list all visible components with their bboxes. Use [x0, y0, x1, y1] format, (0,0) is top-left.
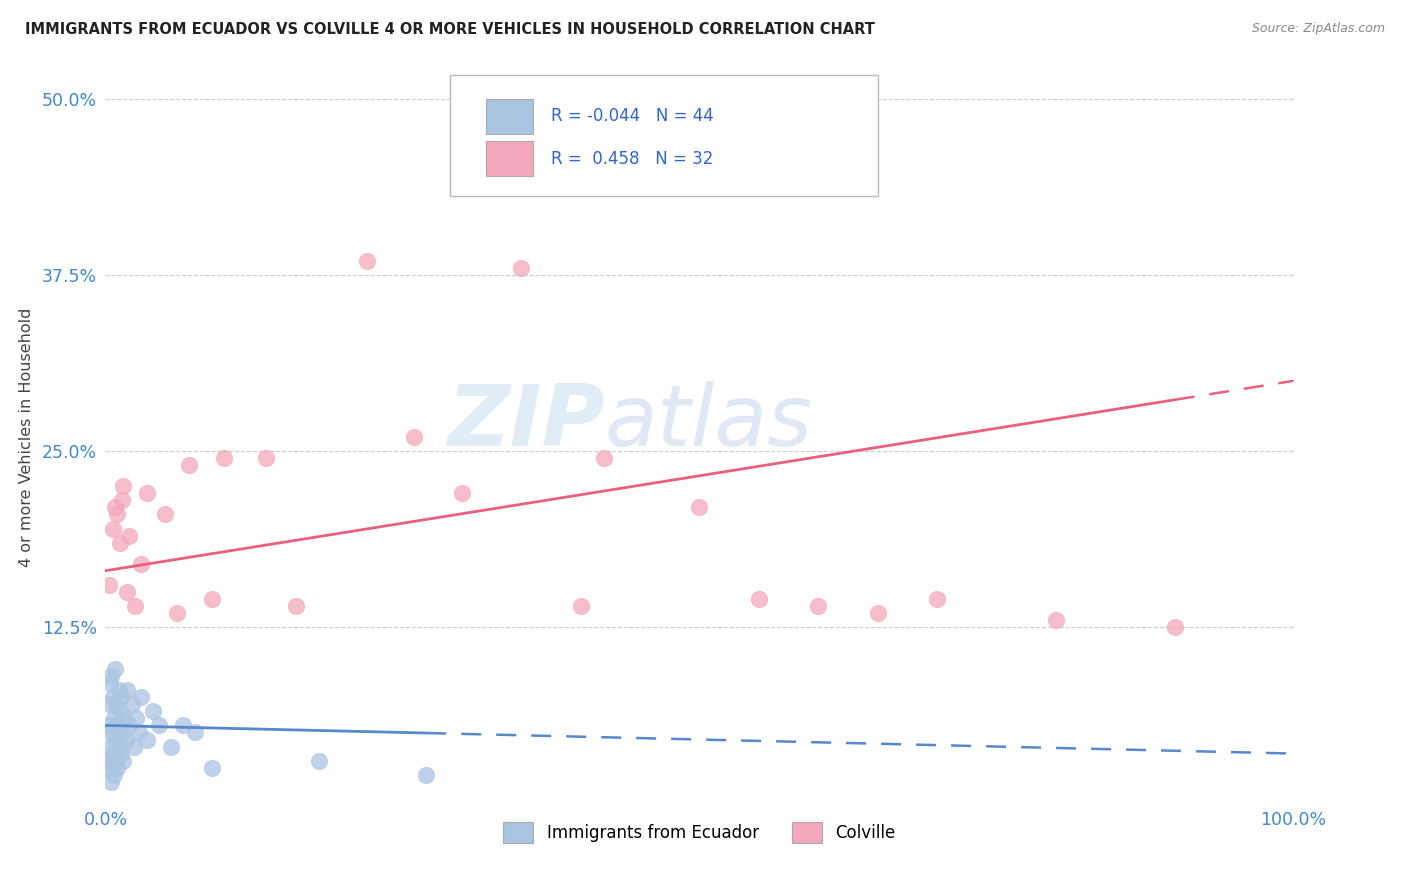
- Text: Source: ZipAtlas.com: Source: ZipAtlas.com: [1251, 22, 1385, 36]
- Point: [101, 690, 124, 705]
- Point: [308, 754, 330, 768]
- Point: [689, 500, 711, 515]
- Point: [103, 767, 125, 781]
- Point: [142, 705, 165, 719]
- Point: [118, 718, 141, 732]
- Text: R = -0.044   N = 44: R = -0.044 N = 44: [551, 107, 714, 125]
- Point: [118, 528, 141, 542]
- Point: [129, 557, 152, 571]
- Point: [128, 725, 150, 739]
- Point: [105, 698, 128, 712]
- Point: [103, 711, 125, 725]
- Point: [104, 662, 127, 676]
- FancyBboxPatch shape: [450, 75, 877, 195]
- Point: [105, 754, 128, 768]
- Point: [201, 591, 224, 606]
- Point: [98, 739, 121, 754]
- Point: [153, 508, 176, 522]
- Point: [807, 599, 830, 613]
- Point: [356, 254, 378, 268]
- Point: [101, 747, 124, 761]
- Point: [108, 705, 131, 719]
- Point: [450, 486, 472, 500]
- Bar: [485, 99, 533, 134]
- Point: [108, 535, 131, 549]
- Point: [112, 754, 135, 768]
- Point: [124, 599, 146, 613]
- Point: [415, 767, 437, 781]
- Point: [100, 725, 122, 739]
- Point: [214, 451, 236, 466]
- Point: [201, 761, 224, 775]
- Point: [110, 690, 132, 705]
- Point: [121, 698, 143, 712]
- Point: [569, 599, 592, 613]
- Point: [254, 451, 277, 466]
- Point: [925, 591, 948, 606]
- Point: [100, 669, 122, 683]
- Point: [114, 732, 136, 747]
- Point: [112, 479, 135, 493]
- Point: [593, 451, 616, 466]
- Point: [104, 732, 127, 747]
- Point: [159, 739, 181, 754]
- Point: [125, 711, 148, 725]
- Text: atlas: atlas: [605, 381, 813, 464]
- Point: [114, 711, 136, 725]
- Point: [96, 754, 118, 768]
- Point: [111, 725, 134, 739]
- Point: [1045, 613, 1067, 627]
- Point: [866, 606, 889, 620]
- Point: [97, 718, 120, 732]
- Point: [98, 698, 121, 712]
- Point: [136, 486, 159, 500]
- Point: [101, 521, 124, 535]
- Text: R =  0.458   N = 32: R = 0.458 N = 32: [551, 150, 713, 168]
- Point: [98, 761, 121, 775]
- Point: [110, 747, 132, 761]
- Point: [166, 606, 188, 620]
- Bar: [485, 141, 533, 177]
- Point: [136, 732, 159, 747]
- Point: [100, 774, 122, 789]
- Point: [98, 578, 121, 592]
- Point: [111, 493, 134, 508]
- Point: [1164, 620, 1187, 634]
- Point: [115, 683, 138, 698]
- Text: IMMIGRANTS FROM ECUADOR VS COLVILLE 4 OR MORE VEHICLES IN HOUSEHOLD CORRELATION : IMMIGRANTS FROM ECUADOR VS COLVILLE 4 OR…: [25, 22, 875, 37]
- Point: [108, 739, 131, 754]
- Point: [105, 761, 128, 775]
- Point: [183, 725, 205, 739]
- Point: [115, 584, 138, 599]
- Point: [105, 508, 128, 522]
- Point: [122, 739, 145, 754]
- Point: [172, 718, 194, 732]
- Point: [107, 683, 129, 698]
- Y-axis label: 4 or more Vehicles in Household: 4 or more Vehicles in Household: [18, 308, 34, 566]
- Point: [404, 430, 426, 444]
- Point: [510, 261, 533, 276]
- Point: [748, 591, 770, 606]
- Point: [105, 718, 128, 732]
- Point: [284, 599, 307, 613]
- Point: [129, 690, 152, 705]
- Point: [104, 500, 127, 515]
- Legend: Immigrants from Ecuador, Colville: Immigrants from Ecuador, Colville: [496, 815, 903, 849]
- Point: [98, 676, 121, 690]
- Point: [177, 458, 200, 473]
- Point: [148, 718, 170, 732]
- Text: ZIP: ZIP: [447, 381, 605, 464]
